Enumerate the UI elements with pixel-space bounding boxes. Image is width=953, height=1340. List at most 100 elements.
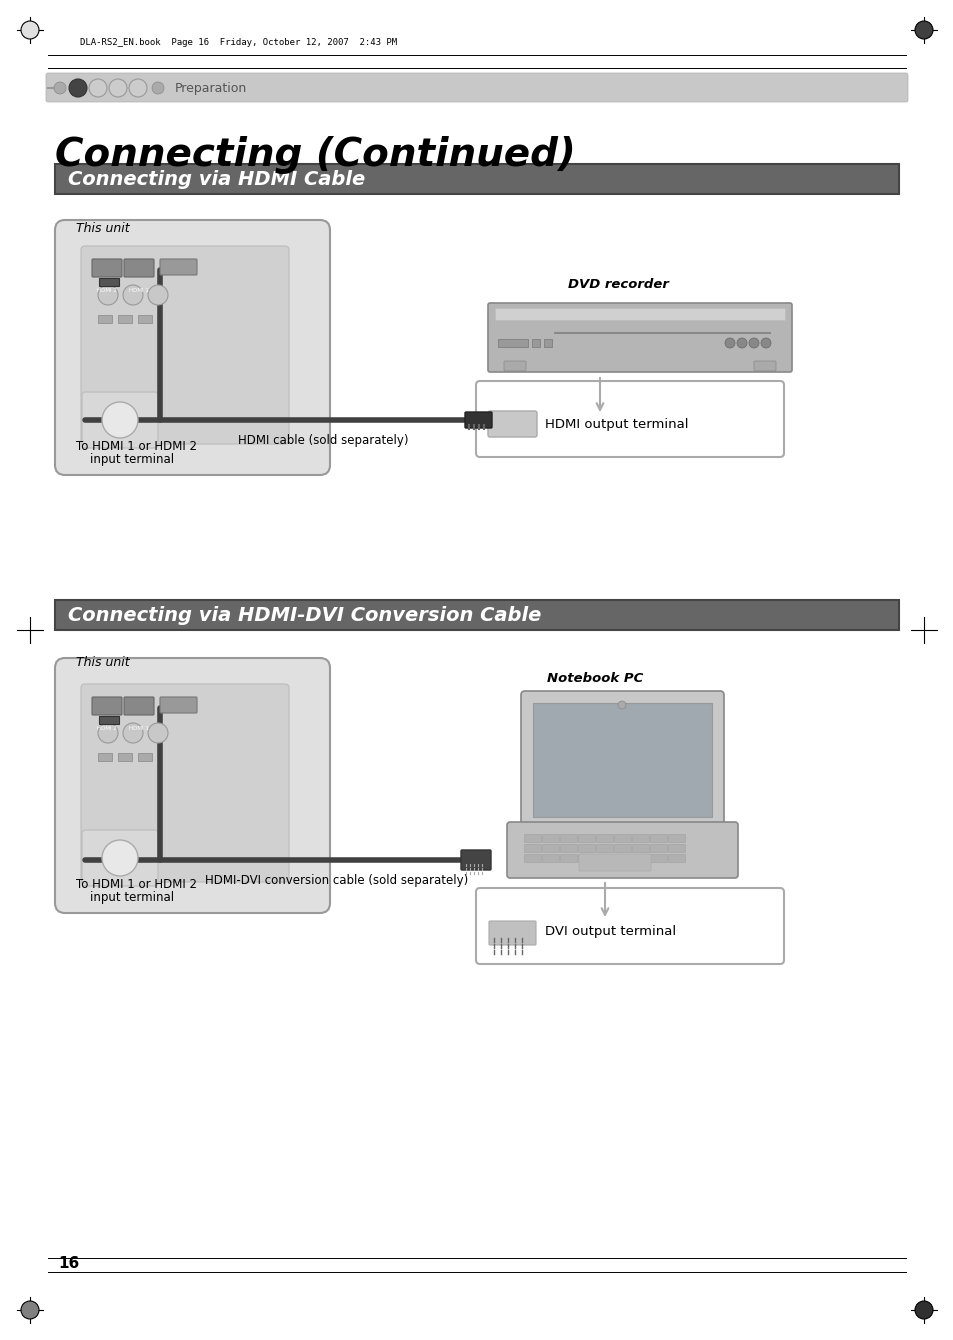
- FancyBboxPatch shape: [124, 259, 153, 277]
- FancyBboxPatch shape: [91, 697, 122, 716]
- Circle shape: [748, 338, 759, 348]
- Circle shape: [69, 79, 87, 96]
- FancyBboxPatch shape: [138, 753, 152, 761]
- FancyBboxPatch shape: [489, 921, 536, 945]
- FancyBboxPatch shape: [160, 697, 196, 713]
- Text: HDMI 1: HDMI 1: [129, 288, 149, 293]
- Text: HDMI 2: HDMI 2: [97, 726, 117, 732]
- Circle shape: [54, 82, 66, 94]
- FancyBboxPatch shape: [614, 855, 631, 863]
- Circle shape: [98, 724, 118, 742]
- Text: To HDMI 1 or HDMI 2: To HDMI 1 or HDMI 2: [76, 878, 196, 891]
- FancyBboxPatch shape: [578, 844, 595, 852]
- Circle shape: [102, 402, 138, 438]
- FancyBboxPatch shape: [82, 829, 158, 886]
- FancyBboxPatch shape: [55, 658, 330, 913]
- Circle shape: [123, 724, 143, 742]
- Text: DVD recorder: DVD recorder: [567, 277, 668, 291]
- Circle shape: [109, 79, 127, 96]
- FancyArrowPatch shape: [596, 378, 602, 410]
- FancyBboxPatch shape: [488, 411, 537, 437]
- FancyBboxPatch shape: [118, 753, 132, 761]
- FancyBboxPatch shape: [138, 315, 152, 323]
- FancyBboxPatch shape: [118, 315, 132, 323]
- FancyBboxPatch shape: [495, 308, 784, 320]
- FancyArrowPatch shape: [601, 883, 608, 915]
- FancyBboxPatch shape: [543, 339, 552, 347]
- FancyBboxPatch shape: [560, 844, 577, 852]
- FancyBboxPatch shape: [160, 259, 196, 275]
- FancyBboxPatch shape: [632, 844, 649, 852]
- FancyBboxPatch shape: [560, 855, 577, 863]
- Circle shape: [914, 1301, 932, 1319]
- FancyBboxPatch shape: [578, 854, 650, 871]
- FancyBboxPatch shape: [98, 753, 112, 761]
- FancyBboxPatch shape: [632, 835, 649, 843]
- Text: Notebook PC: Notebook PC: [546, 671, 642, 685]
- FancyBboxPatch shape: [81, 247, 289, 444]
- FancyBboxPatch shape: [98, 315, 112, 323]
- FancyBboxPatch shape: [464, 411, 492, 427]
- FancyBboxPatch shape: [578, 855, 595, 863]
- FancyBboxPatch shape: [524, 855, 541, 863]
- FancyBboxPatch shape: [650, 855, 667, 863]
- Text: input terminal: input terminal: [90, 453, 174, 466]
- FancyBboxPatch shape: [560, 835, 577, 843]
- Text: Connecting (Continued): Connecting (Continued): [55, 135, 576, 174]
- Circle shape: [152, 82, 164, 94]
- Circle shape: [89, 79, 107, 96]
- FancyBboxPatch shape: [614, 835, 631, 843]
- FancyBboxPatch shape: [578, 835, 595, 843]
- FancyBboxPatch shape: [596, 855, 613, 863]
- FancyBboxPatch shape: [506, 821, 738, 878]
- Text: HDMI-DVI conversion cable (sold separately): HDMI-DVI conversion cable (sold separate…: [205, 874, 468, 887]
- Circle shape: [102, 840, 138, 876]
- Circle shape: [148, 285, 168, 306]
- Circle shape: [148, 724, 168, 742]
- FancyBboxPatch shape: [99, 277, 119, 285]
- FancyBboxPatch shape: [91, 259, 122, 277]
- FancyBboxPatch shape: [632, 855, 649, 863]
- FancyBboxPatch shape: [596, 844, 613, 852]
- FancyBboxPatch shape: [650, 844, 667, 852]
- Circle shape: [129, 79, 147, 96]
- FancyBboxPatch shape: [520, 691, 723, 829]
- FancyBboxPatch shape: [476, 888, 783, 963]
- FancyBboxPatch shape: [81, 683, 289, 882]
- FancyBboxPatch shape: [668, 855, 685, 863]
- FancyBboxPatch shape: [668, 835, 685, 843]
- Text: HDMI output terminal: HDMI output terminal: [544, 418, 688, 430]
- FancyBboxPatch shape: [668, 844, 685, 852]
- FancyBboxPatch shape: [503, 360, 525, 371]
- Text: To HDMI 1 or HDMI 2: To HDMI 1 or HDMI 2: [76, 440, 196, 453]
- FancyBboxPatch shape: [476, 381, 783, 457]
- FancyBboxPatch shape: [497, 339, 527, 347]
- Text: Preparation: Preparation: [174, 82, 247, 95]
- Text: DVI output terminal: DVI output terminal: [544, 926, 676, 938]
- Circle shape: [737, 338, 746, 348]
- Circle shape: [21, 21, 39, 39]
- FancyBboxPatch shape: [542, 844, 558, 852]
- Text: Connecting via HDMI-DVI Conversion Cable: Connecting via HDMI-DVI Conversion Cable: [68, 606, 540, 624]
- Text: 16: 16: [58, 1256, 79, 1270]
- Circle shape: [618, 701, 625, 709]
- Text: This unit: This unit: [76, 222, 130, 234]
- FancyBboxPatch shape: [753, 360, 775, 371]
- FancyBboxPatch shape: [650, 835, 667, 843]
- FancyBboxPatch shape: [55, 600, 898, 630]
- FancyBboxPatch shape: [124, 697, 153, 716]
- FancyBboxPatch shape: [524, 835, 541, 843]
- Circle shape: [21, 1301, 39, 1319]
- FancyBboxPatch shape: [55, 220, 330, 474]
- FancyBboxPatch shape: [596, 835, 613, 843]
- FancyBboxPatch shape: [488, 303, 791, 373]
- FancyBboxPatch shape: [82, 393, 158, 448]
- Circle shape: [724, 338, 734, 348]
- FancyBboxPatch shape: [524, 844, 541, 852]
- Text: DLA-RS2_EN.book  Page 16  Friday, October 12, 2007  2:43 PM: DLA-RS2_EN.book Page 16 Friday, October …: [80, 38, 396, 47]
- FancyBboxPatch shape: [99, 716, 119, 724]
- Circle shape: [760, 338, 770, 348]
- Circle shape: [914, 21, 932, 39]
- FancyBboxPatch shape: [542, 855, 558, 863]
- Text: HDMI 2: HDMI 2: [97, 288, 117, 293]
